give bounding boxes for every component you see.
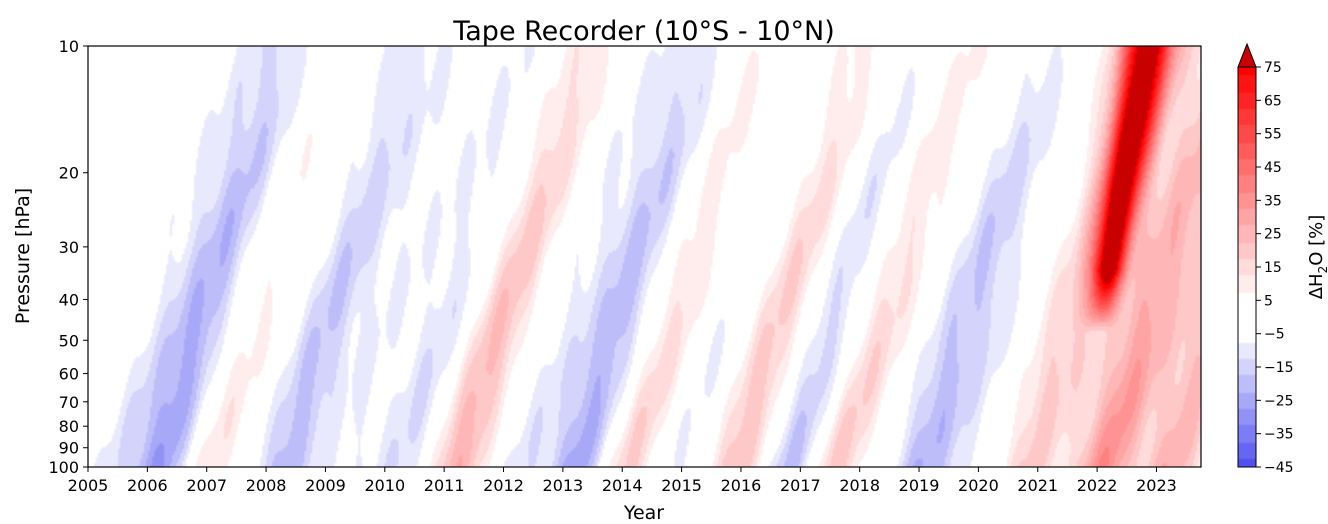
x-tick-label: 2009 bbox=[305, 476, 346, 495]
colorbar-tick-label: 65 bbox=[1264, 93, 1282, 109]
plot-frame bbox=[87, 45, 1202, 468]
x-tick-label: 2011 bbox=[424, 476, 465, 495]
y-tick-label: 80 bbox=[59, 417, 79, 436]
x-tick-label: 2006 bbox=[127, 476, 168, 495]
y-tick-label: 60 bbox=[59, 365, 79, 384]
x-tick-label: 2020 bbox=[958, 476, 999, 495]
colorbar-tick-label: −45 bbox=[1264, 460, 1294, 476]
x-tick-label: 2021 bbox=[1017, 476, 1058, 495]
colorbar-tick-label: 35 bbox=[1264, 193, 1282, 209]
y-tick-label: 10 bbox=[59, 37, 79, 56]
y-tick-label: 70 bbox=[59, 393, 79, 412]
heatmap-area bbox=[87, 45, 1202, 468]
y-tick-label: 40 bbox=[59, 290, 79, 309]
x-axis-label: Year bbox=[623, 502, 664, 524]
x-tick-label: 2015 bbox=[661, 476, 702, 495]
x-tick-label: 2019 bbox=[899, 476, 940, 495]
heatmap-image bbox=[88, 46, 1201, 467]
colorbar-label: ΔH2O [%] bbox=[1306, 215, 1328, 300]
colorbar-tick-label: 55 bbox=[1264, 127, 1282, 143]
x-tick-label: 2014 bbox=[602, 476, 643, 495]
y-tick-label: 50 bbox=[59, 331, 79, 350]
x-tick-label: 2013 bbox=[543, 476, 584, 495]
y-tick-label: 100 bbox=[48, 458, 79, 477]
y-tick-label: 30 bbox=[59, 238, 79, 257]
x-tick-label: 2005 bbox=[68, 476, 109, 495]
chart-title: Tape Recorder (10°S - 10°N) bbox=[452, 16, 835, 47]
colorbar-extend-triangle bbox=[1237, 42, 1257, 68]
x-tick-label: 2010 bbox=[364, 476, 405, 495]
colorbar-tick-label: 5 bbox=[1264, 293, 1273, 309]
x-tick-label: 2017 bbox=[780, 476, 821, 495]
colorbar-gradient bbox=[1238, 67, 1256, 467]
x-tick-label: 2012 bbox=[483, 476, 524, 495]
colorbar-tick-label: 15 bbox=[1264, 260, 1282, 276]
y-tick-label: 20 bbox=[59, 164, 79, 183]
y-axis-label: Pressure [hPa] bbox=[12, 188, 34, 324]
x-tick-label: 2022 bbox=[1077, 476, 1118, 495]
x-axis: 2005 2006 2007 2008 2009 2010 2011 2012 2013 2014… bbox=[68, 467, 1177, 495]
colorbar-tick-label: 45 bbox=[1264, 160, 1282, 176]
x-tick-label: 2018 bbox=[839, 476, 880, 495]
colorbar-tick-label: 25 bbox=[1264, 227, 1282, 243]
colorbar-tick-label: −35 bbox=[1264, 427, 1294, 443]
colorbar-tick-label: −25 bbox=[1264, 393, 1294, 409]
y-tick-label: 90 bbox=[59, 439, 79, 458]
x-tick-label: 2016 bbox=[721, 476, 762, 495]
colorbar-tick-label: 75 bbox=[1264, 60, 1282, 76]
colorbar-tick-label: −5 bbox=[1264, 327, 1285, 343]
x-tick-label: 2007 bbox=[186, 476, 227, 495]
colorbar-ticks: 75 65 55 45 35 25 15 5 −5 −15 −25 −35 −45 bbox=[1256, 60, 1294, 476]
colorbar-tick-label: −15 bbox=[1264, 360, 1294, 376]
colorbar: 75 65 55 45 35 25 15 5 −5 −15 −25 −35 −45 ΔH2O [%] bbox=[1237, 42, 1328, 476]
x-tick-label: 2023 bbox=[1136, 476, 1177, 495]
x-tick-label: 2008 bbox=[246, 476, 287, 495]
